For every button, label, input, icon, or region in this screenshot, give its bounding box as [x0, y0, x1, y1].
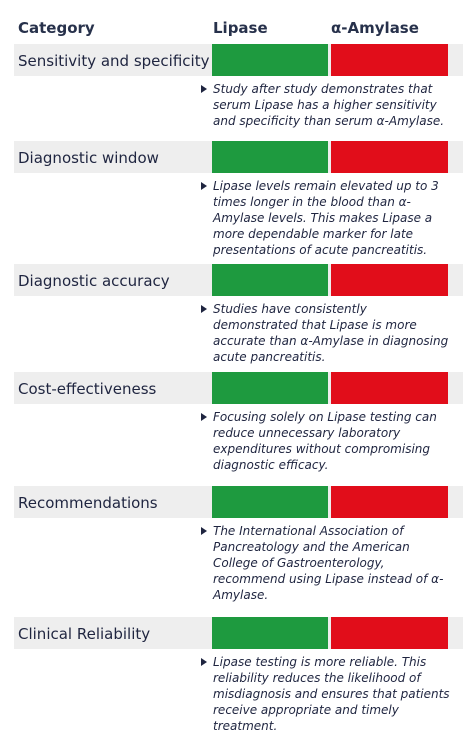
- triangle-right-icon: [201, 527, 207, 535]
- table-header: Category Lipase α-Amylase: [0, 0, 463, 44]
- triangle-right-icon: [201, 413, 207, 421]
- category-label: Cost-effectiveness: [18, 380, 157, 398]
- header-category: Category: [18, 19, 95, 37]
- row-note: The International Association of Pancrea…: [201, 523, 453, 603]
- note-text: Study after study demonstrates that seru…: [213, 82, 445, 128]
- amylase-bar: [331, 486, 448, 518]
- lipase-bar: [212, 264, 328, 296]
- triangle-right-icon: [201, 658, 207, 666]
- triangle-right-icon: [201, 305, 207, 313]
- row-note: Lipase levels remain elevated up to 3 ti…: [201, 178, 453, 258]
- amylase-bar: [331, 141, 448, 173]
- triangle-right-icon: [201, 182, 207, 190]
- note-text: Lipase testing is more reliable. This re…: [213, 655, 450, 733]
- header-amylase: α-Amylase: [331, 19, 419, 37]
- row-note: Study after study demonstrates that seru…: [201, 81, 453, 129]
- lipase-bar: [212, 486, 328, 518]
- lipase-bar: [212, 44, 328, 76]
- note-text: Studies have consistently demonstrated t…: [213, 302, 449, 364]
- amylase-bar: [331, 264, 448, 296]
- note-text: Lipase levels remain elevated up to 3 ti…: [213, 179, 439, 257]
- category-label: Recommendations: [18, 494, 158, 512]
- row-note: Lipase testing is more reliable. This re…: [201, 654, 453, 734]
- amylase-bar: [331, 44, 448, 76]
- lipase-bar: [212, 372, 328, 404]
- note-text: The International Association of Pancrea…: [213, 524, 444, 602]
- lipase-bar: [212, 141, 328, 173]
- note-text: Focusing solely on Lipase testing can re…: [213, 410, 437, 472]
- category-label: Clinical Reliability: [18, 625, 151, 643]
- category-label: Diagnostic accuracy: [18, 272, 170, 290]
- category-label: Diagnostic window: [18, 149, 159, 167]
- row-note: Focusing solely on Lipase testing can re…: [201, 409, 453, 473]
- lipase-bar: [212, 617, 328, 649]
- amylase-bar: [331, 617, 448, 649]
- amylase-bar: [331, 372, 448, 404]
- triangle-right-icon: [201, 85, 207, 93]
- category-label: Sensitivity and specificity: [18, 52, 210, 70]
- row-note: Studies have consistently demonstrated t…: [201, 301, 453, 365]
- header-lipase: Lipase: [213, 19, 268, 37]
